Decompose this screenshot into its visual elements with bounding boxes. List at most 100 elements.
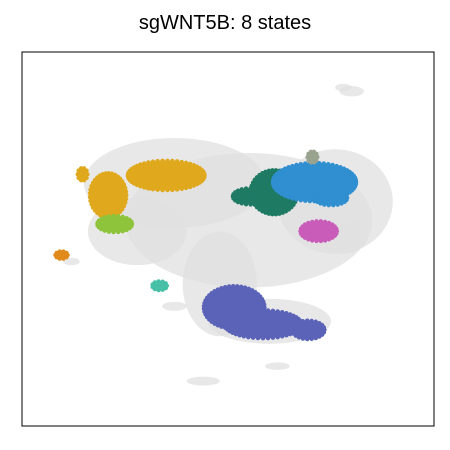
cell-point-cluster — [291, 320, 325, 340]
cell-point — [334, 163, 339, 169]
cell-point — [160, 158, 165, 164]
cell-point — [212, 289, 217, 294]
cell-point — [305, 318, 310, 323]
cell-point — [174, 159, 180, 164]
cell-point — [334, 226, 339, 231]
cell-point — [187, 161, 193, 167]
cell-point — [300, 336, 306, 341]
cell-point — [123, 189, 129, 194]
cell-point — [275, 334, 280, 340]
state-cluster-3 — [270, 160, 359, 208]
cell-point — [102, 215, 107, 220]
cell-point — [326, 202, 331, 208]
cell-point — [142, 161, 147, 166]
cell-point — [300, 319, 306, 324]
cell-point — [313, 335, 318, 341]
chart-title: sgWNT5B: 8 states — [138, 12, 312, 34]
cell-point — [261, 302, 267, 307]
cell-point — [270, 211, 275, 217]
cell-point — [160, 287, 165, 292]
cell-point — [165, 187, 170, 193]
cell-point — [75, 172, 80, 177]
cell-point — [305, 336, 310, 342]
cell-point — [286, 194, 291, 200]
cell-point — [287, 312, 293, 317]
cell-point — [84, 168, 89, 173]
cell-point — [250, 308, 256, 314]
cell-point — [330, 162, 335, 168]
cell-point — [146, 160, 151, 165]
cell-point — [298, 161, 303, 167]
cell-point — [61, 256, 66, 261]
cell-point — [335, 188, 340, 194]
cell-point — [174, 187, 180, 192]
cell-point — [322, 238, 328, 243]
cell-point — [331, 202, 336, 208]
cell-point — [255, 308, 261, 313]
cell-point — [143, 172, 148, 177]
cell-point — [238, 284, 244, 289]
cell-point — [152, 280, 158, 285]
background-cell-cluster — [162, 301, 187, 311]
cell-point — [243, 186, 249, 191]
cell-point — [223, 284, 228, 290]
cell-point — [156, 287, 161, 293]
cell-point — [318, 219, 324, 224]
cell-point — [322, 188, 327, 194]
cell-point — [314, 219, 319, 224]
cell-point — [246, 286, 251, 291]
cell-point-cluster — [314, 190, 348, 206]
cell-point — [116, 229, 121, 235]
cell-point — [239, 201, 244, 206]
cell-point — [183, 185, 189, 191]
cell-point — [179, 159, 184, 165]
cell-point — [124, 227, 129, 233]
state-cluster-4 — [305, 149, 320, 165]
cell-point — [270, 335, 276, 340]
cell-point — [106, 229, 112, 234]
cell-point — [57, 249, 62, 254]
cell-point — [156, 279, 161, 284]
cell-point — [309, 219, 315, 225]
cell-point — [170, 158, 175, 164]
cell-point — [183, 160, 189, 166]
cell-point — [241, 310, 247, 315]
cell-point — [88, 198, 93, 203]
cell-point — [120, 214, 125, 220]
cell-point — [233, 331, 239, 337]
cell-point — [147, 171, 152, 177]
cell-point — [235, 188, 241, 193]
cell-point — [353, 177, 359, 183]
cell-point — [165, 158, 170, 163]
cell-point — [284, 311, 289, 316]
cell-point — [279, 334, 285, 339]
cell-point — [230, 283, 236, 289]
cell-point — [317, 334, 322, 339]
cell-point — [266, 211, 272, 216]
cell-point — [99, 216, 104, 222]
cell-point — [87, 191, 93, 196]
cell-point — [170, 187, 175, 193]
cell-point — [298, 197, 303, 203]
cell-point — [243, 201, 249, 207]
state-cluster-9 — [201, 283, 327, 342]
cell-point — [330, 235, 335, 240]
cell-point — [326, 220, 332, 226]
cell-point — [87, 194, 93, 200]
cell-point — [280, 210, 285, 215]
cell-point-cluster — [223, 310, 303, 339]
cell-point — [344, 193, 349, 198]
cell-point — [306, 220, 311, 226]
cell-point — [230, 313, 235, 318]
cell-point — [270, 308, 276, 314]
cell-point — [321, 161, 326, 166]
cell-point — [76, 175, 81, 181]
state-cluster-5 — [298, 219, 340, 244]
cell-point — [290, 163, 295, 169]
cell-point — [248, 190, 253, 195]
cell-point — [134, 163, 140, 169]
cell-point — [309, 238, 315, 243]
cell-point — [303, 198, 308, 203]
cell-point — [246, 309, 251, 314]
